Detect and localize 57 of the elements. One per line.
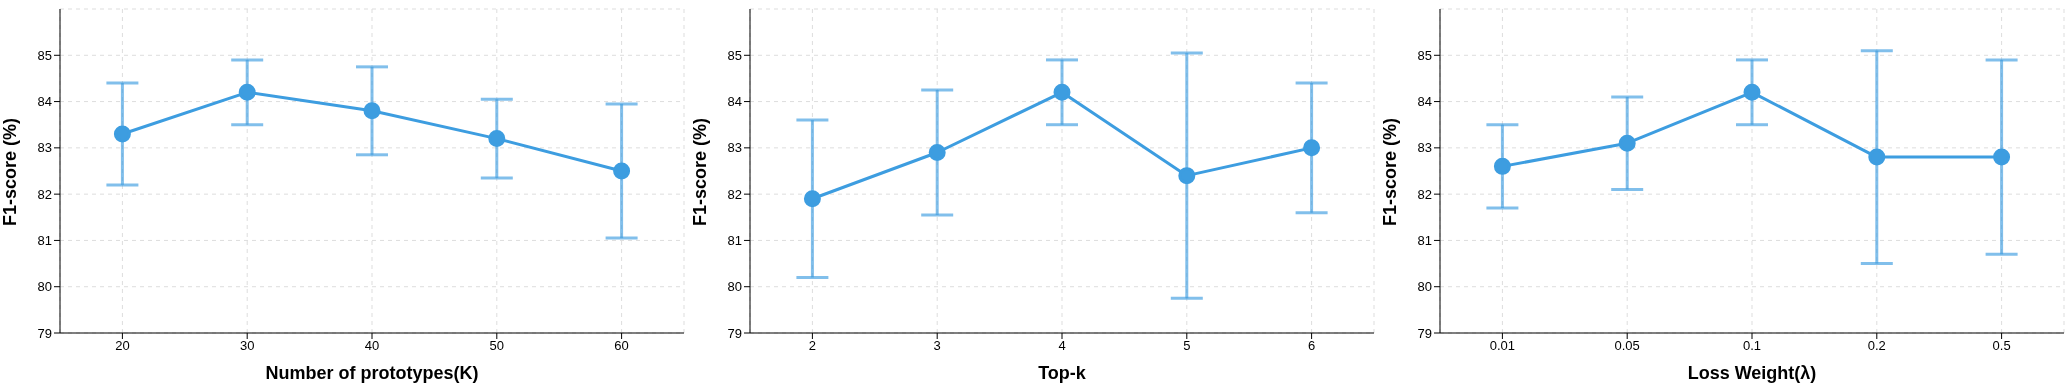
- y-tick-label: 79: [727, 325, 742, 341]
- y-tick-label: 83: [37, 140, 52, 156]
- y-tick-label: 84: [37, 94, 52, 110]
- y-tick-label: 85: [727, 47, 742, 63]
- y-tick-label: 81: [1417, 233, 1432, 249]
- y-axis-title: F1-score (%): [1380, 117, 1401, 226]
- y-tick-label: 85: [37, 47, 52, 63]
- point: [488, 130, 506, 148]
- x-axis-title: Loss Weight(λ): [1687, 363, 1817, 383]
- y-tick-label: 80: [37, 279, 52, 295]
- point: [1178, 167, 1196, 185]
- y-tick-label: 83: [727, 140, 742, 156]
- point: [113, 125, 131, 143]
- x-tick-label: 2: [808, 338, 817, 354]
- y-tick-label: 80: [1417, 279, 1432, 295]
- x-tick-label: 40: [364, 338, 380, 354]
- point: [613, 162, 631, 180]
- x-tick-label: 50: [489, 338, 505, 354]
- x-tick-label: 20: [115, 338, 130, 354]
- point: [1493, 157, 1511, 175]
- y-tick-label: 82: [727, 186, 742, 202]
- point: [1618, 134, 1636, 152]
- point: [1993, 148, 2011, 166]
- y-tick-label: 82: [37, 186, 52, 202]
- x-tick-label: 4: [1058, 338, 1066, 354]
- x-tick-label: 5: [1183, 338, 1191, 354]
- point: [363, 102, 381, 120]
- point: [1053, 83, 1071, 101]
- x-tick-label: 0.01: [1489, 338, 1516, 354]
- y-tick-label: 83: [1417, 140, 1432, 156]
- y-axis-title: F1-score (%): [0, 117, 21, 226]
- x-tick-label: 0.5: [1992, 338, 2011, 354]
- y-tick-label: 79: [37, 325, 52, 341]
- y-tick-label: 81: [37, 233, 52, 249]
- y-tick-label: 85: [1417, 47, 1432, 63]
- point: [928, 143, 946, 161]
- point: [1303, 139, 1321, 157]
- y-tick-label: 81: [727, 233, 742, 249]
- x-axis-title: Top-k: [1038, 363, 1087, 383]
- x-tick-label: 3: [933, 338, 941, 354]
- point: [803, 190, 821, 208]
- point: [238, 83, 256, 101]
- y-tick-label: 84: [727, 94, 742, 110]
- x-tick-label: 60: [614, 338, 629, 354]
- point: [1743, 83, 1761, 101]
- x-tick-label: 6: [1307, 338, 1316, 354]
- y-tick-label: 80: [727, 279, 742, 295]
- x-axis-title: Number of prototypes(K): [265, 363, 479, 383]
- x-tick-label: 0.05: [1614, 338, 1640, 354]
- x-tick-label: 0.2: [1867, 338, 1886, 354]
- x-tick-label: 0.1: [1742, 338, 1762, 354]
- x-tick-label: 30: [239, 338, 255, 354]
- point: [1868, 148, 1886, 166]
- y-tick-label: 79: [1417, 325, 1432, 341]
- y-tick-label: 82: [1417, 186, 1432, 202]
- y-tick-label: 84: [1417, 94, 1432, 110]
- y-axis-title: F1-score (%): [690, 117, 711, 226]
